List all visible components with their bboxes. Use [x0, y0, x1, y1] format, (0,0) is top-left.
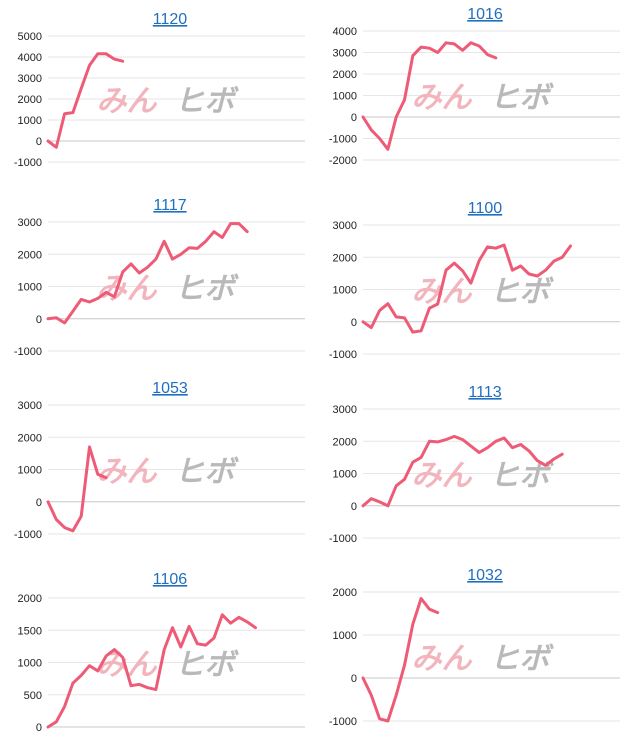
chart-panel-2: 4000 3000 2000 1000 0 -1000 -2000 みん ヒボ 1016	[325, 0, 640, 185]
chart-panel-5: 3000 2000 1000 0 -1000 みん ヒボ 1053	[10, 370, 330, 555]
y-tick-label: 1000	[333, 285, 357, 297]
chart-svg: 3000 2000 1000 0 -1000 みん ヒボ 1100	[329, 200, 620, 361]
y-tick-label: 1000	[333, 630, 357, 642]
y-tick-label: 2000	[333, 587, 357, 599]
watermark-logo: みん ヒボ	[97, 648, 240, 683]
y-tick-label: 1500	[18, 625, 42, 637]
y-tick-label: 3000	[18, 217, 42, 229]
watermark-part2: ヒボ	[490, 275, 555, 310]
series-line	[46, 222, 249, 325]
chart-title[interactable]: 1117	[153, 197, 186, 214]
chart-title[interactable]: 1120	[153, 11, 188, 28]
chart-title[interactable]: 1113	[468, 384, 501, 401]
watermark-part2: ヒボ	[490, 81, 555, 116]
y-tick-label: 1000	[18, 115, 42, 127]
y-tick-label: 500	[24, 690, 42, 702]
chart-panel-4: 3000 2000 1000 0 -1000 みん ヒボ 1100	[325, 190, 640, 375]
watermark-logo: みん ヒボ	[412, 459, 555, 494]
y-tick-label: 2000	[18, 432, 42, 444]
watermark-logo: みん ヒボ	[97, 272, 240, 307]
series-line	[46, 445, 108, 533]
watermark-part1: みん	[412, 642, 473, 677]
series-line	[361, 434, 564, 508]
chart-panel-8: 2000 1000 0 -1000 みん ヒボ 1032	[325, 557, 640, 743]
watermark-part1: みん	[97, 455, 158, 490]
watermark-part1: みん	[412, 81, 473, 116]
chart-svg: 3000 2000 1000 0 -1000 みん ヒボ 1117	[14, 197, 305, 358]
watermark-part2: ヒボ	[175, 455, 240, 490]
chart-title[interactable]: 1053	[152, 380, 188, 397]
y-tick-label: 0	[351, 673, 357, 685]
y-tick-label: 2000	[18, 249, 42, 261]
y-tick-label: 3000	[333, 220, 357, 232]
y-tick-label: 2000	[333, 69, 357, 81]
y-tick-label: 0	[36, 722, 42, 734]
y-tick-label: 0	[36, 136, 42, 148]
y-tick-label: 1000	[333, 91, 357, 103]
chart-panel-7: 2000 1500 1000 500 0 みん ヒボ 1106	[10, 561, 330, 745]
y-tick-label: 4000	[18, 52, 42, 64]
y-tick-label: -1000	[329, 533, 357, 545]
chart-svg: 2000 1000 0 -1000 みん ヒボ 1032	[329, 567, 620, 728]
y-tick-label: -1000	[14, 529, 42, 541]
y-tick-label: 5000	[18, 31, 42, 43]
watermark-part2: ヒボ	[490, 642, 555, 677]
series-line	[361, 243, 572, 334]
y-tick-label: -1000	[329, 134, 357, 146]
series-line	[361, 41, 498, 151]
chart-panel-3: 3000 2000 1000 0 -1000 みん ヒボ 1117	[10, 187, 330, 372]
y-tick-label: -1000	[329, 349, 357, 361]
chart-svg: 5000 4000 3000 2000 1000 0 -1000 みん ヒボ 1120	[14, 11, 305, 169]
chart-title[interactable]: 1016	[467, 6, 503, 23]
watermark-logo: みん ヒボ	[412, 642, 555, 677]
chart-svg: 4000 3000 2000 1000 0 -1000 -2000 みん ヒボ 1016	[329, 6, 620, 167]
chart-svg: 3000 2000 1000 0 -1000 みん ヒボ 1113	[329, 384, 620, 545]
y-tick-label: -2000	[329, 155, 357, 167]
y-tick-label: 2000	[18, 94, 42, 106]
y-tick-label: -1000	[329, 716, 357, 728]
series-line	[361, 597, 440, 723]
watermark-part1: みん	[97, 272, 158, 307]
watermark-part2: ヒボ	[175, 648, 240, 683]
y-tick-label: 2000	[333, 436, 357, 448]
y-tick-label: 1000	[333, 469, 357, 481]
watermark-logo: みん ヒボ	[412, 81, 555, 116]
chart-panel-6: 3000 2000 1000 0 -1000 みん ヒボ 1113	[325, 374, 640, 559]
y-tick-label: 0	[36, 314, 42, 326]
y-tick-label: 1000	[18, 658, 42, 670]
y-tick-label: 0	[351, 112, 357, 124]
chart-svg: 3000 2000 1000 0 -1000 みん ヒボ 1053	[14, 380, 305, 541]
chart-panel-1: 5000 4000 3000 2000 1000 0 -1000 みん ヒボ 1120	[10, 0, 330, 185]
y-tick-label: 0	[351, 317, 357, 329]
y-tick-label: 1000	[18, 282, 42, 294]
watermark-part1: みん	[97, 84, 158, 119]
watermark-logo: みん ヒボ	[412, 275, 555, 310]
watermark-part1: みん	[412, 459, 473, 494]
series-line	[46, 52, 125, 149]
y-tick-label: 1000	[18, 465, 42, 477]
chart-svg: 2000 1500 1000 500 0 みん ヒボ 1106	[18, 571, 305, 734]
y-tick-label: 3000	[333, 48, 357, 60]
y-tick-label: -1000	[14, 346, 42, 358]
y-tick-label: 0	[351, 501, 357, 513]
chart-title[interactable]: 1032	[467, 567, 503, 584]
chart-title[interactable]: 1106	[153, 571, 188, 588]
y-tick-label: 0	[36, 497, 42, 509]
watermark-logo: みん ヒボ	[97, 84, 240, 119]
watermark-logo: みん ヒボ	[97, 455, 240, 490]
watermark-part2: ヒボ	[175, 84, 240, 119]
y-tick-label: 3000	[18, 400, 42, 412]
y-tick-label: -1000	[14, 157, 42, 169]
y-tick-label: 4000	[333, 26, 357, 38]
chart-title[interactable]: 1100	[468, 200, 503, 217]
watermark-part2: ヒボ	[175, 272, 240, 307]
series-line	[46, 613, 257, 729]
y-tick-label: 3000	[333, 404, 357, 416]
y-tick-label: 2000	[333, 252, 357, 264]
y-tick-label: 2000	[18, 593, 42, 605]
y-tick-label: 3000	[18, 73, 42, 85]
